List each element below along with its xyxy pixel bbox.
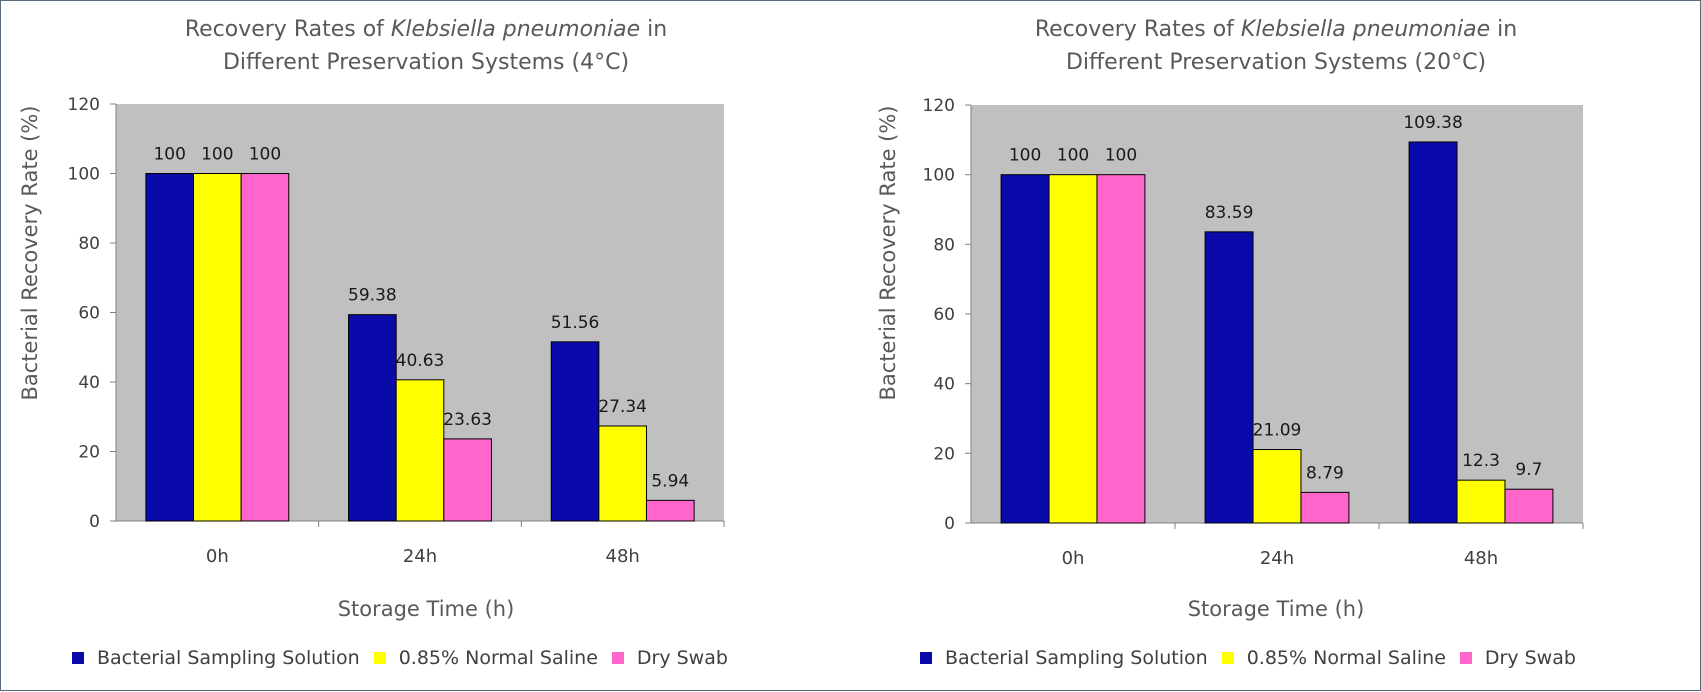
y-tick-label: 0 bbox=[944, 514, 955, 534]
x-tick-label: 0h bbox=[1062, 548, 1085, 569]
x-tick-label: 24h bbox=[403, 546, 437, 567]
y-tick-label: 60 bbox=[78, 304, 100, 324]
x-tick-label: 48h bbox=[606, 546, 640, 567]
legend-swatch bbox=[1221, 652, 1234, 664]
bar bbox=[1204, 231, 1254, 524]
title-suffix: in bbox=[640, 17, 668, 42]
bar bbox=[145, 173, 195, 522]
chart-panel-4c: Recovery Rates of Klebsiella pneumoniae … bbox=[1, 1, 851, 692]
x-axis-label: Storage Time (h) bbox=[337, 597, 515, 621]
bar-chart-4c: 0 20 40 60 80 100 120 0h 100 100 100 24h 59.38 40.63 2… bbox=[68, 95, 725, 567]
legend-label: Dry Swab bbox=[636, 647, 728, 669]
bar bbox=[395, 379, 445, 522]
title-organism: Klebsiella pneumoniae bbox=[1240, 17, 1491, 42]
title-prefix: Recovery Rates of bbox=[184, 17, 391, 42]
legend-swatch bbox=[920, 652, 932, 664]
y-tick-label: 60 bbox=[933, 305, 955, 325]
data-label: 100 bbox=[153, 145, 185, 165]
legend-swatch bbox=[373, 652, 386, 664]
x-tick-label: 24h bbox=[1260, 548, 1294, 569]
bar bbox=[443, 438, 492, 522]
legend-label: Bacterial Sampling Solution bbox=[945, 647, 1208, 669]
bar bbox=[550, 341, 600, 522]
x-tick-label: 48h bbox=[1464, 548, 1498, 569]
bar-chart-20c: 0 20 40 60 80 100 120 0h 100 100 100 24h 83.59 21.09 8… bbox=[923, 96, 1584, 569]
y-tick-label: 120 bbox=[68, 95, 100, 115]
data-label: 21.09 bbox=[1253, 421, 1302, 441]
y-tick-label: 20 bbox=[78, 443, 100, 463]
bar bbox=[1000, 174, 1050, 524]
legend-item: 0.85% Normal Saline bbox=[373, 647, 598, 669]
legend-item: Dry Swab bbox=[1459, 647, 1576, 669]
title-line2: Different Preservation Systems (4°C) bbox=[222, 50, 630, 75]
legend-item: Bacterial Sampling Solution bbox=[920, 647, 1208, 669]
legend-item: Bacterial Sampling Solution bbox=[72, 647, 360, 669]
y-tick-label: 80 bbox=[78, 234, 100, 254]
bar bbox=[1504, 488, 1554, 524]
data-label: 83.59 bbox=[1205, 203, 1254, 223]
bar bbox=[193, 173, 242, 522]
bar bbox=[240, 173, 290, 522]
bar bbox=[1300, 491, 1350, 524]
bar bbox=[1252, 449, 1302, 524]
legend: Bacterial Sampling Solution 0.85% Normal … bbox=[72, 647, 742, 669]
data-label: 100 bbox=[249, 145, 281, 165]
data-label: 8.79 bbox=[1306, 463, 1344, 483]
y-tick-label: 40 bbox=[78, 373, 100, 393]
bar bbox=[1096, 174, 1146, 524]
y-tick-label: 20 bbox=[933, 444, 955, 464]
title-line2: Different Preservation Systems (20°C) bbox=[1065, 50, 1487, 75]
bar bbox=[1408, 141, 1458, 524]
title-prefix: Recovery Rates of bbox=[1034, 17, 1241, 42]
bar bbox=[348, 314, 397, 522]
y-tick-label: 120 bbox=[923, 96, 955, 116]
legend-swatch bbox=[72, 652, 84, 664]
chart-panel-20c: Recovery Rates of Klebsiella pneumoniae … bbox=[851, 1, 1701, 692]
legend-item: Dry Swab bbox=[611, 647, 728, 669]
legend-label: 0.85% Normal Saline bbox=[1246, 647, 1446, 669]
title-suffix: in bbox=[1490, 17, 1518, 42]
y-tick-label: 80 bbox=[933, 235, 955, 255]
bar bbox=[645, 499, 695, 522]
legend-label: 0.85% Normal Saline bbox=[398, 647, 598, 669]
y-tick-label: 40 bbox=[933, 375, 955, 395]
data-label: 5.94 bbox=[651, 471, 689, 491]
y-tick-label: 0 bbox=[89, 512, 100, 532]
legend-item: 0.85% Normal Saline bbox=[1221, 647, 1446, 669]
data-label: 100 bbox=[1057, 146, 1089, 166]
data-label: 100 bbox=[1009, 146, 1041, 166]
legend: Bacterial Sampling Solution 0.85% Normal … bbox=[920, 647, 1590, 669]
legend-swatch bbox=[1459, 652, 1472, 664]
data-label: 59.38 bbox=[348, 286, 397, 306]
y-tick-label: 100 bbox=[923, 166, 955, 186]
title-organism: Klebsiella pneumoniae bbox=[390, 17, 641, 42]
data-label: 9.7 bbox=[1515, 460, 1542, 480]
x-axis-label: Storage Time (h) bbox=[1187, 597, 1365, 621]
y-tick-label: 100 bbox=[68, 165, 100, 185]
x-tick-label: 0h bbox=[206, 546, 229, 567]
bar bbox=[598, 425, 647, 522]
data-label: 100 bbox=[1105, 146, 1137, 166]
bar bbox=[1048, 174, 1098, 524]
data-label: 109.38 bbox=[1403, 113, 1462, 133]
data-label: 51.56 bbox=[551, 313, 600, 333]
data-label: 40.63 bbox=[396, 351, 445, 371]
legend-label: Dry Swab bbox=[1484, 647, 1576, 669]
legend-swatch bbox=[611, 652, 624, 664]
legend-label: Bacterial Sampling Solution bbox=[97, 647, 360, 669]
data-label: 27.34 bbox=[598, 397, 647, 417]
bar bbox=[1456, 479, 1506, 524]
data-label: 12.3 bbox=[1462, 451, 1500, 471]
data-label: 23.63 bbox=[443, 410, 492, 430]
chart-title: Recovery Rates of Klebsiella pneumoniae … bbox=[851, 13, 1701, 79]
data-label: 100 bbox=[201, 145, 233, 165]
chart-title: Recovery Rates of Klebsiella pneumoniae … bbox=[1, 13, 851, 79]
